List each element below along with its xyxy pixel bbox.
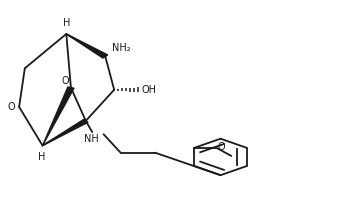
- Polygon shape: [42, 119, 88, 146]
- Text: H: H: [63, 18, 71, 28]
- Text: NH: NH: [84, 134, 99, 144]
- Polygon shape: [42, 87, 74, 146]
- Text: O: O: [61, 76, 69, 86]
- Text: O: O: [8, 102, 16, 112]
- Text: NH₂: NH₂: [112, 43, 130, 53]
- Text: OH: OH: [141, 85, 156, 95]
- Text: O: O: [218, 142, 225, 152]
- Text: H: H: [38, 152, 46, 162]
- Polygon shape: [66, 34, 108, 58]
